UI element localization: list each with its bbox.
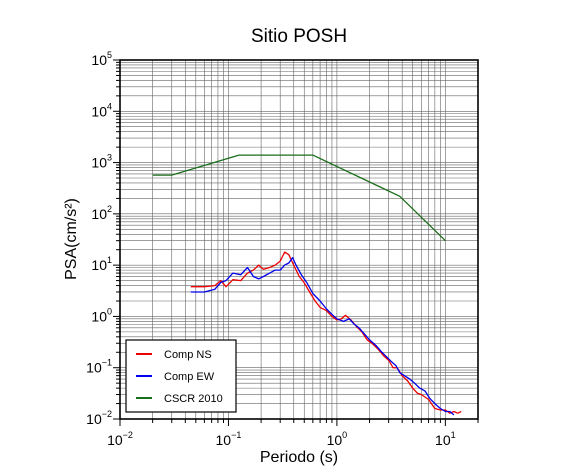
y-axis-label: PSA(cm/s²) [63, 198, 80, 280]
x-tick-label: 100 [327, 430, 348, 448]
plot-frame [119, 59, 479, 420]
y-tick-label: 105 [91, 50, 112, 68]
y-tick-label: 104 [91, 101, 112, 119]
legend-label: Comp NS [164, 349, 212, 361]
series-line-cscr-2010 [152, 154, 446, 242]
x-axis-label: Periodo (s) [260, 449, 338, 466]
legend: Comp NS Comp EW CSCR 2010 [125, 339, 237, 413]
y-tick-labels: 10−2 10−1 100 101 102 103 104 105 [86, 50, 112, 427]
x-tick-label: 101 [435, 430, 456, 448]
legend-label: CSCR 2010 [164, 393, 223, 405]
y-tick-label: 101 [91, 255, 112, 273]
series-lines [152, 154, 462, 416]
series-line-comp-ew [190, 256, 455, 416]
y-tick-label: 100 [91, 306, 112, 324]
y-tick-label: 10−2 [86, 409, 112, 427]
x-tick-label: 10−1 [216, 430, 242, 448]
y-tick-label: 103 [91, 153, 112, 171]
y-tick-label: 10−1 [86, 358, 112, 376]
legend-label: Comp EW [164, 371, 215, 383]
grid [119, 59, 479, 420]
y-tick-label: 102 [91, 204, 112, 222]
chart-title: Sitio POSH [251, 26, 347, 47]
axis-ticks [113, 59, 479, 426]
x-tick-labels: 10−2 10−1 100 101 [107, 430, 456, 448]
x-tick-label: 10−2 [107, 430, 133, 448]
